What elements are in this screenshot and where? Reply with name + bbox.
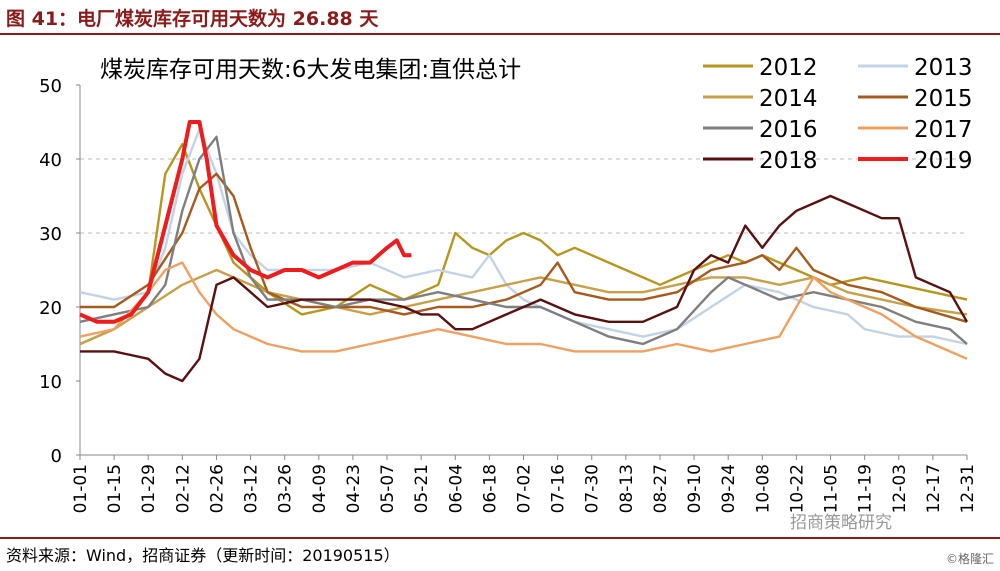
chart-title: 煤炭库存可用天数:6大发电集团:直供总计 (100, 57, 521, 83)
bottom-divider (0, 537, 1000, 539)
source-note: 资料来源：Wind，招商证券（更新时间：20190515） (6, 546, 400, 565)
x-tick-label: 10-08 (753, 464, 773, 513)
y-tick-label: 20 (39, 298, 62, 319)
legend-label-2016: 2016 (759, 117, 818, 143)
legend-label-2013: 2013 (914, 55, 973, 81)
x-tick-label: 11-19 (856, 464, 876, 513)
series-line-2017 (79, 261, 968, 360)
x-tick-label: 04-09 (310, 464, 330, 513)
legend-label-2017: 2017 (914, 117, 973, 143)
series-line-2014 (79, 268, 968, 346)
x-tick-label: 05-07 (378, 464, 398, 513)
x-tick-label: 08-27 (651, 464, 671, 513)
x-tick-label: 07-30 (583, 464, 603, 513)
x-tick-label: 01-15 (105, 464, 125, 513)
x-tick-label: 01-01 (71, 464, 91, 513)
watermark-text: 招商策略研究 (790, 513, 892, 533)
y-tick-label: 30 (39, 224, 62, 245)
y-tick-label: 40 (39, 150, 62, 171)
y-tick-label: 10 (39, 372, 62, 393)
series-line-2012 (79, 143, 968, 346)
series-lines (79, 120, 969, 383)
x-tick-label: 07-16 (549, 464, 569, 513)
x-tick-label: 11-05 (822, 464, 842, 513)
x-tick-labels: 01-01 01-15 01-29 02-12 02-26 03-12 03-26 04-09… (71, 455, 978, 513)
legend: 2012 2013 2014 2015 2016 2017 2018 2019 (703, 55, 973, 174)
figure-title: 图 41：电厂煤炭库存可用天数为 26.88 天 (6, 8, 379, 30)
x-tick-label: 09-24 (719, 464, 739, 513)
series-line-2013 (79, 128, 968, 346)
x-tick-label: 08-13 (617, 464, 637, 513)
x-tick-label: 02-12 (173, 464, 193, 513)
x-tick-label: 03-12 (242, 464, 262, 513)
x-tick-label: 01-29 (139, 464, 159, 513)
legend-label-2015: 2015 (914, 86, 973, 112)
x-tick-label: 12-31 (958, 464, 978, 513)
x-tick-label: 12-03 (890, 464, 910, 513)
series-line-2019 (79, 120, 412, 324)
x-tick-label: 04-23 (344, 464, 364, 513)
x-tick-label: 09-10 (685, 464, 705, 513)
x-tick-label: 02-26 (207, 464, 227, 513)
x-tick-label: 10-22 (787, 464, 807, 513)
x-tick-label: 03-26 (276, 464, 296, 513)
corner-mark: ©格隆汇 (945, 552, 994, 566)
series-line-2015 (80, 172, 968, 323)
y-tick-label: 50 (39, 76, 62, 97)
legend-label-2018: 2018 (759, 148, 818, 174)
y-tick-labels: 0 10 20 30 40 50 (39, 76, 80, 467)
x-tick-label: 05-21 (412, 464, 432, 513)
line-chart: 0 10 20 30 40 50 01-01 01-15 01-29 02-12 02-26 03-… (39, 55, 978, 513)
series-line-2016 (79, 135, 968, 346)
series-line-2018 (80, 194, 969, 383)
x-tick-label: 06-18 (480, 464, 500, 513)
x-tick-label: 07-02 (515, 464, 535, 513)
x-tick-label: 12-17 (924, 464, 944, 513)
top-divider (0, 33, 1000, 35)
x-tick-label: 06-04 (446, 464, 466, 513)
legend-label-2014: 2014 (759, 86, 818, 112)
y-tick-label: 0 (51, 446, 62, 467)
legend-label-2012: 2012 (759, 55, 818, 81)
legend-label-2019: 2019 (914, 148, 973, 174)
